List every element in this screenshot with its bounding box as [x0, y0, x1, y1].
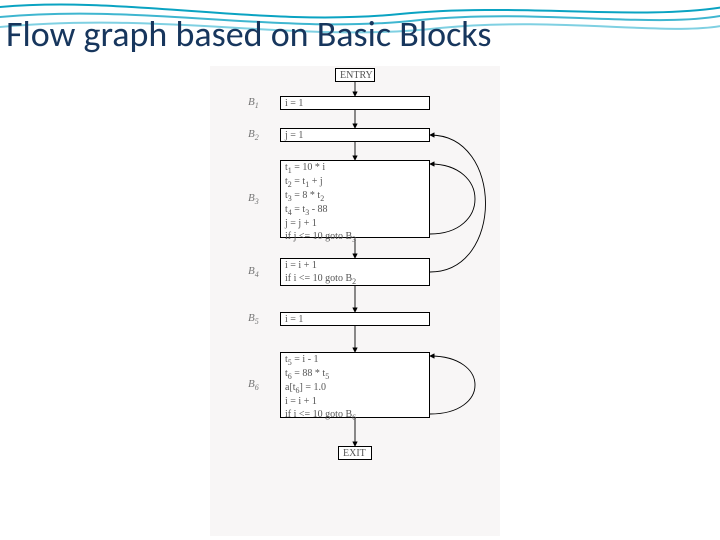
block-entry: ENTRY	[335, 68, 375, 82]
block-b6: t5 = i - 1 t6 = 88 * t5 a[t6] = 1.0 i = …	[280, 352, 430, 418]
page-title: Flow graph based on Basic Blocks	[6, 12, 491, 56]
label-b5: B5	[248, 312, 259, 326]
label-b3: B3	[248, 192, 259, 206]
block-b5: i = 1	[280, 312, 430, 326]
block-b4: i = i + 1 if i <= 10 goto B2	[280, 258, 430, 286]
block-exit: EXIT	[338, 446, 372, 460]
block-b1: i = 1	[280, 96, 430, 110]
flow-graph: ENTRY i = 1 B1 j = 1 B2 t1 = 10 * i t2 = t1 +…	[210, 66, 500, 536]
label-b1: B1	[248, 96, 259, 110]
block-b3: t1 = 10 * i t2 = t1 + j t3 = 8 * t2 t4 =…	[280, 160, 430, 238]
label-b2: B2	[248, 128, 259, 142]
label-b4: B4	[248, 265, 259, 279]
label-b6: B6	[248, 378, 259, 392]
block-b2: j = 1	[280, 128, 430, 142]
